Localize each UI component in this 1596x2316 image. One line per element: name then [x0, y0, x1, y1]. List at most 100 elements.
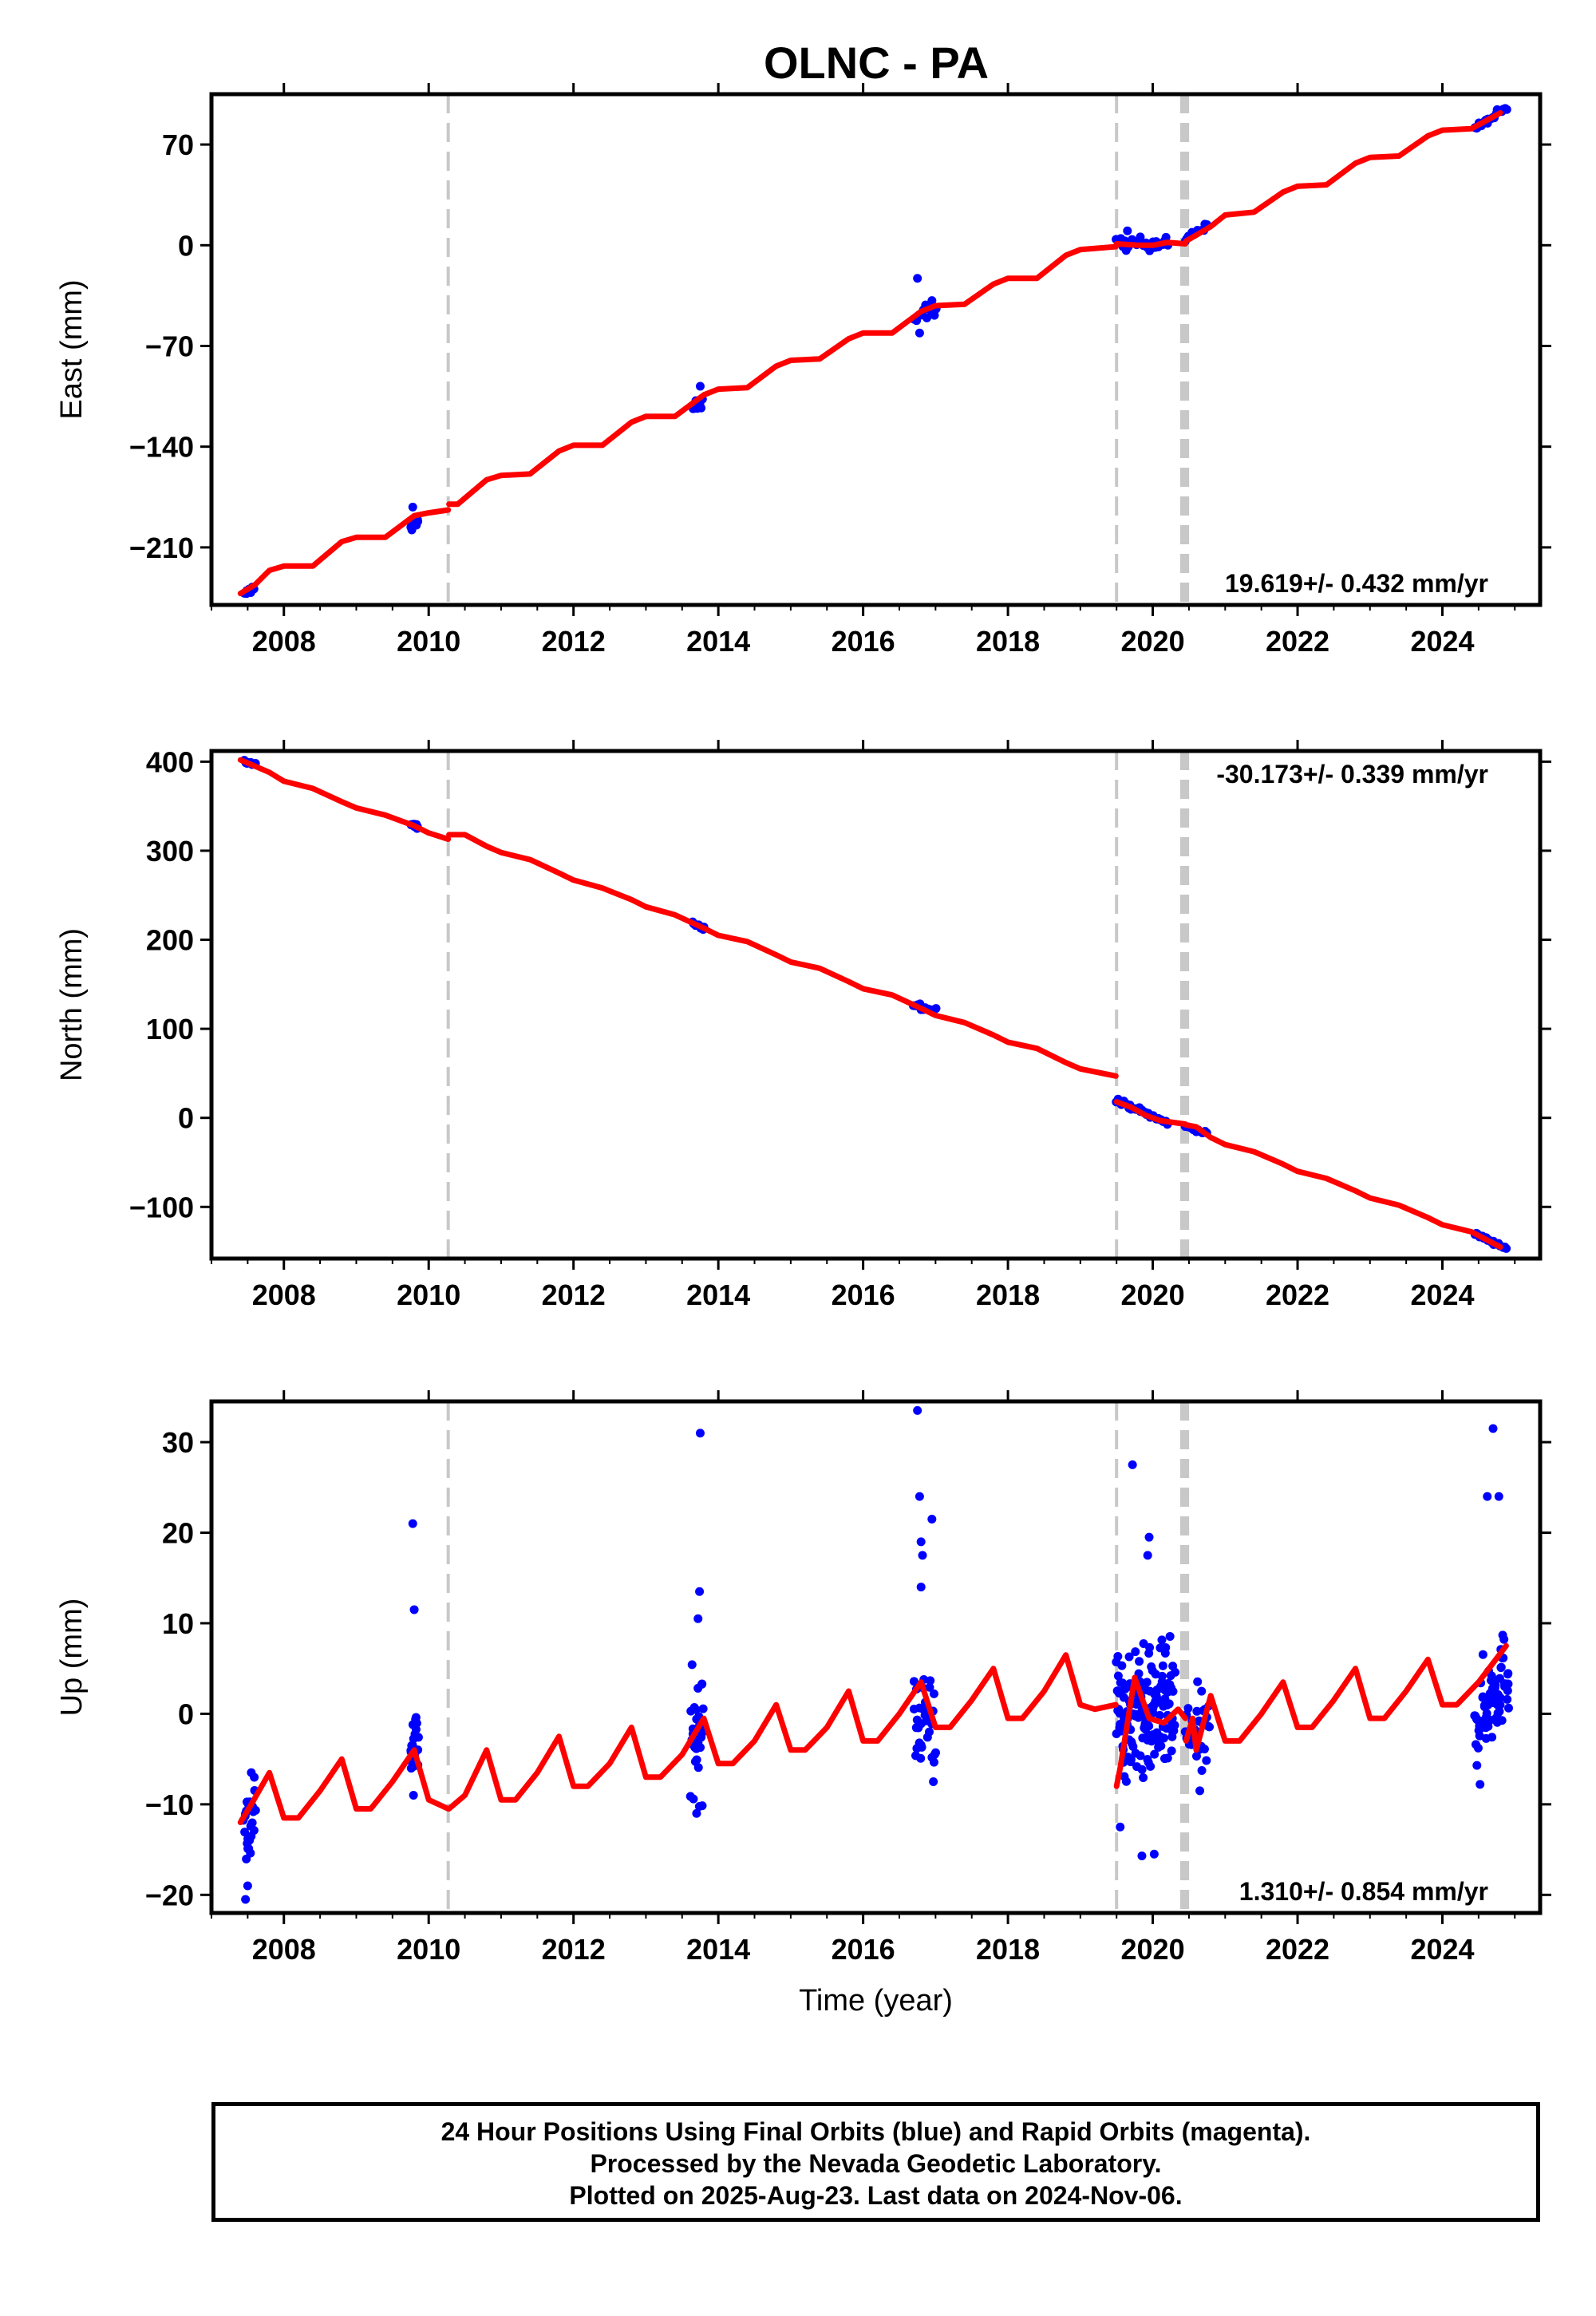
data-point: [1195, 1786, 1205, 1796]
x-tick-label: 2016: [832, 1279, 895, 1311]
data-point: [1137, 1852, 1147, 1861]
y-tick-label: −140: [129, 431, 194, 464]
data-point: [1136, 1751, 1145, 1761]
data-point: [913, 274, 922, 283]
data-point: [1144, 1721, 1154, 1731]
data-point: [692, 1755, 701, 1765]
data-point: [1161, 1642, 1171, 1652]
y-tick-label: −70: [145, 330, 194, 362]
data-point: [931, 1004, 941, 1014]
data-point: [1502, 1243, 1511, 1253]
x-tick-label: 2012: [542, 625, 606, 658]
x-tick-label: 2008: [252, 1933, 316, 1966]
data-point: [1157, 1635, 1167, 1645]
data-point: [695, 381, 705, 391]
data-point: [1124, 1652, 1134, 1662]
x-tick-label: 2008: [252, 1279, 316, 1311]
data-point: [692, 1808, 701, 1818]
data-point: [247, 1818, 257, 1828]
y-axis-label: North (mm): [55, 928, 89, 1081]
x-tick-label: 2022: [1266, 625, 1329, 658]
x-tick-label: 2012: [542, 1279, 606, 1311]
data-point: [1487, 1733, 1497, 1742]
data-point: [1126, 1755, 1136, 1765]
data-point: [927, 296, 937, 306]
x-tick-label: 2008: [252, 625, 316, 658]
y-tick-label: 0: [178, 1102, 194, 1135]
data-point: [412, 1718, 421, 1728]
data-point: [1143, 1551, 1152, 1560]
panel-north: −100 0 100 200 300 400 2008 2010 2012 2014 2016 201…: [55, 740, 1551, 1311]
data-point: [697, 403, 706, 413]
data-point: [1473, 1743, 1483, 1753]
model-curve: [1183, 1642, 1509, 1753]
x-tick-label: 2016: [832, 1933, 895, 1966]
data-point: [1137, 1765, 1147, 1774]
data-point: [1496, 1662, 1506, 1672]
x-tick-label: 2018: [976, 1279, 1040, 1311]
data-point: [1197, 1766, 1207, 1776]
model-curve: [1183, 109, 1503, 244]
frame-north: [209, 749, 1543, 1261]
x-tick-label: 2018: [976, 1933, 1040, 1966]
data-point: [409, 1791, 418, 1800]
data-point: [917, 1742, 926, 1752]
data-point: [241, 1895, 251, 1904]
data-point: [913, 1405, 922, 1415]
data-point: [916, 1537, 926, 1547]
y-tick-label: −10: [145, 1788, 194, 1821]
x-tick-label: 2014: [686, 625, 750, 658]
data-point: [1494, 1492, 1503, 1501]
data-point: [1499, 1634, 1509, 1644]
data-point: [1139, 1773, 1148, 1782]
x-tick-label: 2024: [1410, 1933, 1474, 1966]
data-point: [1183, 1704, 1193, 1713]
data-point: [1168, 1686, 1178, 1696]
data-point: [929, 1777, 938, 1786]
footer-line-3: Plotted on 2025-Aug-23. Last data on 202…: [569, 2181, 1183, 2210]
data-point: [926, 1676, 935, 1686]
data-point: [1205, 1722, 1215, 1732]
footer-line-2: Processed by the Nevada Geodetic Laborat…: [590, 2149, 1162, 2178]
data-point: [1146, 1761, 1156, 1771]
model-curve: [446, 832, 1119, 1079]
data-point: [1171, 1667, 1180, 1677]
model-curve: [1183, 1122, 1503, 1250]
data-point: [1159, 1733, 1169, 1743]
x-tick-label: 2022: [1266, 1279, 1329, 1311]
data-point: [698, 1704, 708, 1713]
data-point: [1116, 1822, 1125, 1832]
data-point: [929, 1689, 938, 1698]
x-axis-label: Time (year): [799, 1984, 953, 2018]
data-point: [695, 1587, 705, 1596]
data-point: [925, 1682, 934, 1692]
model-curve: [237, 507, 452, 597]
panel-east: −210 −140 −70 0 70 2008 2010 2012 2014 2016 2018 20…: [55, 83, 1551, 658]
data-point: [1478, 1650, 1487, 1659]
x-tick-label: 2024: [1410, 625, 1474, 658]
data-point: [240, 1828, 250, 1837]
plot-area-north: [237, 751, 1511, 1259]
data-point: [693, 1614, 703, 1623]
y-axis-label: East (mm): [55, 279, 89, 419]
data-point: [1167, 1746, 1176, 1756]
data-point: [1117, 1661, 1127, 1670]
data-point: [1158, 1661, 1167, 1670]
data-point: [927, 1514, 937, 1524]
data-point: [1135, 1657, 1144, 1666]
data-point: [1128, 1741, 1138, 1751]
frame-east: [209, 92, 1543, 607]
data-point: [1161, 232, 1171, 242]
y-tick-label: 400: [146, 745, 194, 778]
data-point: [247, 1768, 256, 1777]
data-point: [1503, 1679, 1513, 1689]
data-point: [246, 1848, 255, 1858]
data-point: [916, 1753, 926, 1763]
data-point: [915, 1492, 924, 1501]
y-tick-label: 0: [178, 229, 194, 262]
y-tick-label: −100: [129, 1191, 194, 1223]
data-point: [697, 1801, 707, 1811]
data-point: [1121, 1777, 1131, 1786]
data-point: [1476, 1780, 1485, 1789]
